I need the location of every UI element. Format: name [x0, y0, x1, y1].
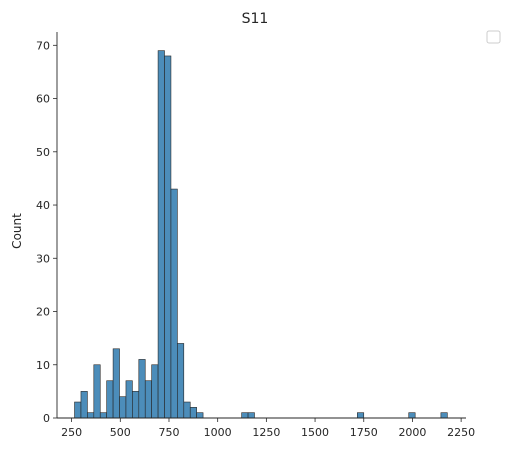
histogram-bar	[99, 412, 107, 419]
chart-title: S11	[242, 11, 269, 27]
x-tick-label: 1250	[252, 426, 280, 439]
x-tick-label: 750	[158, 426, 179, 439]
histogram-bar	[241, 412, 249, 419]
y-tick-label: 30	[36, 252, 50, 265]
x-tick-label: 1000	[204, 426, 232, 439]
x-tick-label: 1500	[301, 426, 329, 439]
x-tick-label: 250	[61, 426, 82, 439]
histogram-bar	[80, 391, 88, 419]
x-tick-label: 2250	[447, 426, 475, 439]
x-axis-ticks: 250 500 750 1000 1250 1500 1750 2000 2250	[61, 418, 475, 439]
histogram-bar	[93, 364, 101, 419]
histogram-bar	[183, 401, 191, 419]
histogram-bar	[247, 412, 255, 419]
histogram-bar	[157, 50, 165, 419]
histogram-bar	[170, 188, 178, 419]
histogram-bar	[440, 412, 448, 419]
y-tick-label: 20	[36, 306, 50, 319]
histogram-bar	[196, 412, 204, 419]
y-axis-ticks: 0 10 20 30 40 50 60 70	[36, 39, 57, 425]
histogram-bar	[74, 401, 82, 419]
histogram-bar	[112, 348, 120, 419]
histogram-bar	[408, 412, 416, 419]
x-tick-label: 1750	[350, 426, 378, 439]
histogram-bar	[164, 55, 172, 419]
y-tick-label: 70	[36, 39, 50, 52]
histogram-bar	[119, 396, 127, 419]
y-axis-title: Count	[10, 213, 24, 249]
y-tick-label: 60	[36, 93, 50, 106]
histogram-bar	[189, 407, 197, 419]
histogram-bar	[138, 359, 146, 419]
histogram-bars	[74, 50, 448, 419]
histogram-bar	[106, 380, 114, 419]
histogram-bar	[357, 412, 365, 419]
legend-box	[486, 30, 501, 44]
histogram-bar	[144, 380, 152, 419]
y-tick-label: 40	[36, 199, 50, 212]
histogram-bar	[87, 412, 95, 419]
histogram-bar	[132, 391, 140, 419]
y-tick-label: 0	[43, 412, 50, 425]
y-tick-label: 50	[36, 146, 50, 159]
y-tick-label: 10	[36, 359, 50, 372]
x-tick-label: 500	[110, 426, 131, 439]
histogram-bar	[151, 364, 159, 419]
x-tick-label: 2000	[398, 426, 426, 439]
histogram-bar	[125, 380, 133, 419]
histogram-bar	[177, 343, 185, 419]
